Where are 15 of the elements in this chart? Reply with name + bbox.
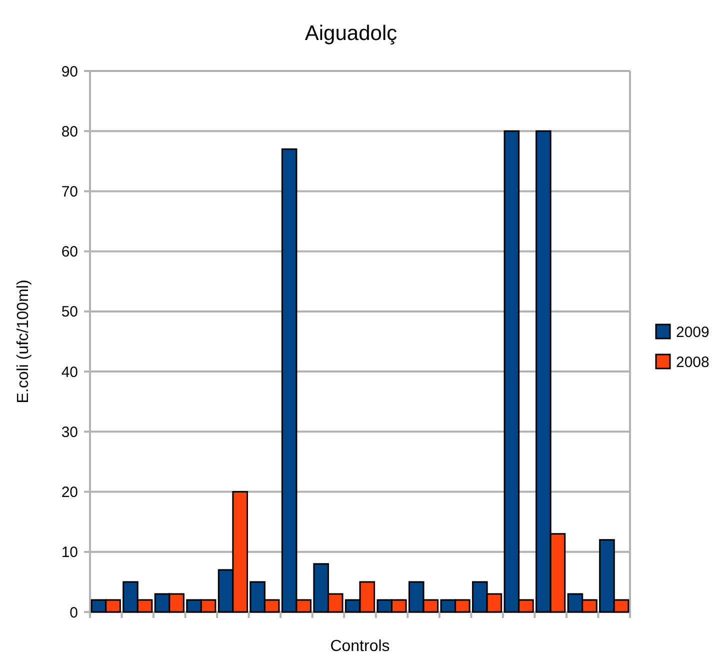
x-axis-title: Controls — [330, 638, 390, 655]
y-tick-label: 30 — [61, 424, 78, 441]
y-tick-label: 70 — [61, 183, 78, 200]
y-tick-label: 80 — [61, 123, 78, 140]
legend-label: 2008 — [676, 354, 710, 371]
y-tick-label: 0 — [70, 604, 78, 622]
chart-title: Aiguadolç — [304, 22, 398, 45]
y-tick-label: 40 — [61, 364, 78, 381]
y-axis-title: E.coli (ufc/100ml) — [15, 280, 32, 404]
y-tick-label: 90 — [61, 63, 78, 80]
y-tick-label: 50 — [61, 304, 78, 321]
y-tick-label: 10 — [61, 544, 78, 562]
y-tick-label: 60 — [61, 244, 78, 261]
y-tick-label: 20 — [61, 484, 78, 502]
legend-label: 2009 — [676, 324, 710, 341]
